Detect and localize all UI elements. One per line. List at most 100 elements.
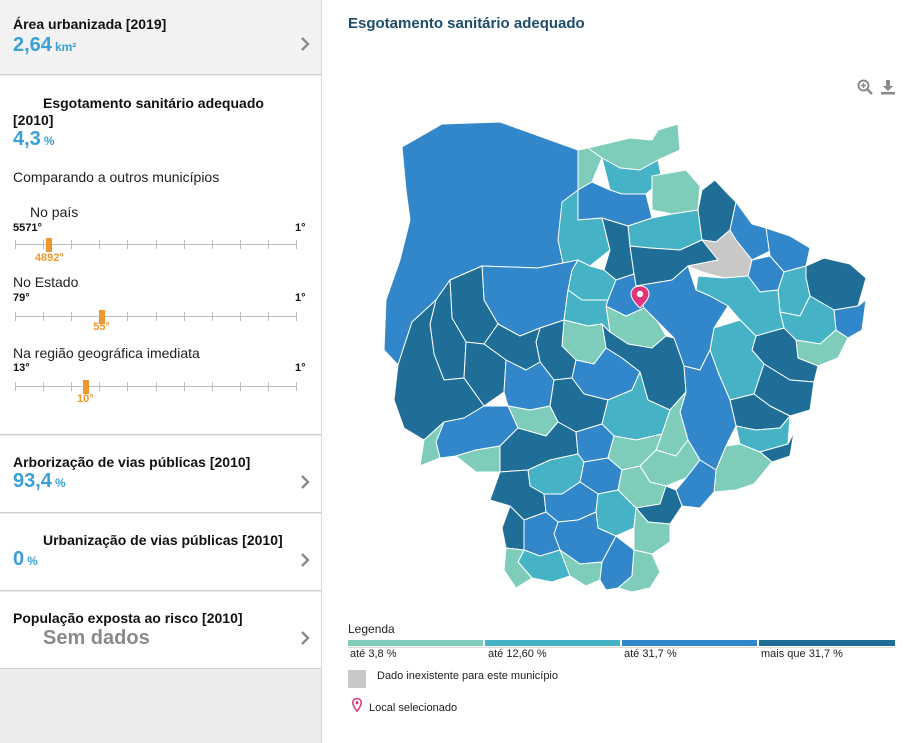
area-value: 2,64 km² <box>13 34 76 57</box>
rank-country-track <box>15 238 297 252</box>
rank-tick <box>156 240 157 249</box>
municipality-region[interactable] <box>419 421 445 467</box>
legend-label-3: até 31,7 % <box>624 648 677 660</box>
rank-marker <box>82 380 89 394</box>
selected-location-marker[interactable] <box>630 285 650 309</box>
rank-tick <box>268 240 269 249</box>
rank-state-label: No Estado <box>13 274 79 290</box>
rank-tick <box>184 382 185 391</box>
map-pin-icon <box>352 697 362 713</box>
state-choropleth-map[interactable] <box>340 110 880 600</box>
municipality-region[interactable] <box>577 147 603 191</box>
trees-title: Arborização de vias públicas [2010] <box>13 454 251 470</box>
legend-bar-2 <box>485 640 620 646</box>
rank-state-value: 55° <box>93 321 110 333</box>
risk-card[interactable]: População exposta ao risco [2010] Sem da… <box>0 592 321 669</box>
legend-no-data-swatch <box>348 670 366 688</box>
municipality-region[interactable] <box>587 123 681 171</box>
municipality-region[interactable] <box>617 549 661 593</box>
rank-tick <box>296 382 297 391</box>
urbanization-unit: % <box>27 554 38 568</box>
legend-bar-1 <box>348 640 483 646</box>
rank-region-track <box>15 380 297 394</box>
legend-selected-label: Local selecionado <box>369 702 458 714</box>
risk-no-data: Sem dados <box>43 627 150 649</box>
legend-bar-3 <box>622 640 757 646</box>
rank-tick <box>127 240 128 249</box>
area-number: 2,64 <box>13 34 52 56</box>
rank-tick <box>127 312 128 321</box>
rank-region-best: 1° <box>295 362 306 374</box>
rank-tick <box>156 312 157 321</box>
sewage-card: Esgotamento sanitário adequado [2010] 4,… <box>0 76 321 435</box>
rank-tick <box>296 240 297 249</box>
urbanization-card[interactable]: Urbanização de vias públicas [2010] 0% <box>0 514 321 591</box>
rank-tick <box>268 312 269 321</box>
rank-tick <box>296 312 297 321</box>
rank-tick <box>184 240 185 249</box>
sewage-unit: % <box>43 134 55 148</box>
rank-tick <box>15 312 16 321</box>
chevron-right-icon[interactable] <box>297 552 313 568</box>
legend-title: Legenda <box>348 622 395 636</box>
rank-tick <box>15 382 16 391</box>
rank-tick <box>212 240 213 249</box>
legend-bar-4 <box>759 640 895 646</box>
rank-tick <box>268 382 269 391</box>
trees-card[interactable]: Arborização de vias públicas [2010] 93,4… <box>0 436 321 513</box>
trees-value: 93,4% <box>13 470 66 493</box>
legend-label-1: até 3,8 % <box>350 648 397 660</box>
download-icon[interactable] <box>880 79 896 95</box>
rank-tick <box>184 312 185 321</box>
area-card[interactable]: Área urbanizada [2019] 2,64 km² <box>0 0 321 75</box>
rank-country-label: No país <box>30 204 79 220</box>
rank-tick <box>43 240 44 249</box>
rank-tick <box>15 240 16 249</box>
municipality-region[interactable] <box>393 299 485 441</box>
rank-country-worst: 5571° <box>13 222 42 234</box>
rank-tick <box>43 312 44 321</box>
rank-country-best: 1° <box>295 222 306 234</box>
urbanization-value: 0% <box>13 548 38 571</box>
sewage-title: Esgotamento sanitário adequado <box>43 95 264 111</box>
rank-tick <box>156 382 157 391</box>
sewage-number: 4,3 <box>13 128 41 150</box>
rank-tick <box>240 382 241 391</box>
rank-tick <box>71 240 72 249</box>
trees-number: 93,4 <box>13 470 52 492</box>
sewage-value: 4,3% <box>13 128 54 151</box>
legend-no-data-label: Dado inexistente para este município <box>377 670 558 682</box>
rank-tick <box>99 240 100 249</box>
map-title: Esgotamento sanitário adequado <box>348 15 585 32</box>
rank-marker <box>98 310 105 324</box>
municipality-region[interactable] <box>503 547 533 589</box>
chevron-right-icon[interactable] <box>297 36 313 52</box>
zoom-in-icon[interactable] <box>857 79 873 95</box>
rank-tick <box>71 382 72 391</box>
sewage-year: [2010] <box>13 112 54 128</box>
rank-tick <box>43 382 44 391</box>
legend-label-2: até 12,60 % <box>488 648 547 660</box>
rank-state-track <box>15 310 297 324</box>
indicator-sidebar: Área urbanizada [2019] 2,64 km² Esgotamen… <box>0 0 322 743</box>
chevron-right-icon[interactable] <box>297 474 313 490</box>
urbanization-title: Urbanização de vias públicas [2010] <box>43 532 283 548</box>
municipality-region[interactable] <box>455 445 501 473</box>
chevron-right-icon[interactable] <box>297 630 313 646</box>
municipality-region[interactable] <box>635 265 729 371</box>
trees-unit: % <box>54 476 66 490</box>
rank-region-worst: 13° <box>13 362 30 374</box>
legend-divider <box>348 647 895 648</box>
rank-state-best: 1° <box>295 292 306 304</box>
rank-tick <box>240 240 241 249</box>
urbanization-number: 0 <box>13 548 25 570</box>
rank-marker <box>46 238 53 252</box>
rank-tick <box>71 312 72 321</box>
rank-region-value: 10° <box>77 393 94 405</box>
municipality-region[interactable] <box>651 169 701 215</box>
rank-region-label: Na região geográfica imediata <box>13 345 200 361</box>
rank-tick <box>240 312 241 321</box>
rank-tick <box>212 382 213 391</box>
compare-title: Comparando a outros municípios <box>13 169 220 185</box>
rank-country-value: 4892° <box>34 252 64 264</box>
